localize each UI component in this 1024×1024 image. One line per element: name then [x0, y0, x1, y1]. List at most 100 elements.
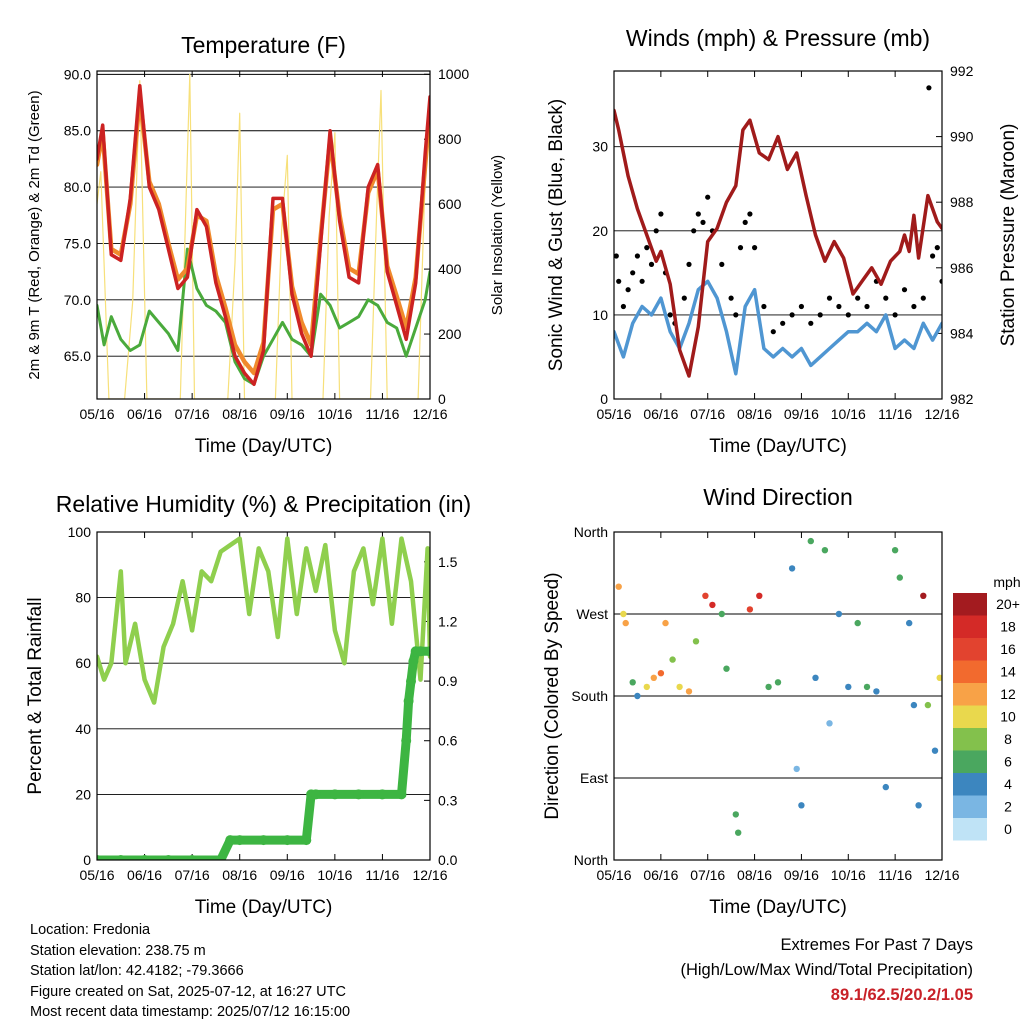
y2-tick-label: 200	[438, 326, 462, 342]
legend-title: mph	[993, 574, 1020, 590]
gust-point	[789, 312, 795, 318]
x-tick-label: 10/16	[831, 406, 866, 422]
wind-direction-point	[812, 674, 819, 681]
gust-point	[634, 253, 641, 259]
wind-direction-point	[798, 802, 805, 809]
wind-direction-point	[746, 606, 754, 613]
legend-swatch	[953, 750, 987, 773]
wind-direction-point	[692, 638, 700, 645]
plot-frame	[613, 70, 943, 400]
y-tick-label: West	[576, 606, 608, 622]
x-tick-label: 07/16	[175, 406, 210, 422]
y-tick-label: 0	[83, 852, 91, 868]
y2-tick-label: 982	[950, 391, 974, 407]
y2-tick-label: 992	[950, 63, 974, 79]
wind-direction-point	[718, 610, 725, 618]
gust-point	[761, 303, 767, 310]
x-axis-label: Time (Day/UTC)	[195, 897, 333, 918]
precipitation-point	[258, 835, 269, 846]
y2-tick-label: 984	[950, 325, 974, 341]
gust-point	[780, 320, 786, 326]
y-axis-label: Direction (Colored By Speed)	[542, 572, 563, 819]
y-tick-label: 60	[75, 655, 91, 671]
wind-direction-point	[657, 670, 665, 677]
wind-direction-point	[620, 610, 627, 618]
precipitation-point	[139, 855, 150, 860]
precipitation-point	[406, 676, 416, 687]
solar-insolation-line	[97, 73, 430, 399]
gust-point	[864, 303, 870, 310]
gust-point	[728, 295, 734, 301]
sonic-wind-line	[614, 279, 942, 376]
wind-direction-point	[735, 829, 742, 836]
gust-point	[817, 312, 823, 318]
wind-direction-point	[807, 537, 814, 545]
wind-direction-point	[788, 565, 796, 572]
wind-direction-point	[835, 610, 843, 618]
wind-direction-point	[863, 683, 871, 691]
station-pressure-line	[614, 108, 942, 378]
plot-area	[97, 73, 430, 399]
legend-swatch	[953, 705, 987, 728]
extremes-title: Extremes For Past 7 Days	[780, 936, 973, 954]
x-tick-label: 11/16	[365, 867, 399, 883]
gust-point	[667, 312, 673, 318]
wind-direction-point	[891, 547, 899, 554]
x-tick-label: 07/16	[690, 867, 725, 883]
x-tick-label: 12/16	[412, 406, 447, 422]
plot-area	[615, 537, 942, 836]
gust-point	[892, 312, 898, 318]
wind-direction-point	[854, 619, 861, 627]
y2-tick-label: 986	[950, 260, 974, 276]
legend-label: 18	[1000, 619, 1016, 635]
precipitation-point	[353, 789, 364, 800]
gust-point	[620, 303, 627, 310]
chart-panel-2: Winds (mph) & Pressure (mb) 05/16 06/16 07/…	[546, 25, 1019, 457]
wind-direction-point	[826, 720, 833, 727]
wind-direction-point	[920, 592, 927, 599]
precipitation-point	[310, 789, 321, 800]
y2-tick-label: 990	[950, 129, 974, 145]
chart-title: Relative Humidity (%) & Precipitation (i…	[56, 491, 471, 517]
y-tick-label: 30	[592, 139, 608, 155]
wind-direction-point	[896, 574, 903, 581]
y-axis-label: 2m & 9m T (Red, Orange) & 2m Td (Green)	[26, 90, 43, 379]
x-tick-label: 05/16	[79, 406, 114, 422]
y2-tick-label: 1000	[438, 66, 469, 82]
extremes-values: 89.1/62.5/20.2/1.05	[830, 986, 973, 1004]
y2-axis-label: Solar Insolation (Yellow)	[489, 155, 506, 315]
gust-point	[855, 295, 861, 301]
y-tick-label: 20	[75, 786, 91, 802]
gust-point	[648, 261, 655, 267]
wind-direction-point	[634, 692, 641, 700]
x-tick-label: 06/16	[127, 406, 162, 422]
y2-tick-label: 0	[438, 391, 446, 407]
gust-point	[705, 194, 711, 200]
legend-swatch	[953, 683, 987, 706]
precipitation-point	[377, 789, 388, 800]
y-tick-label: 100	[68, 524, 92, 540]
chart-title: Winds (mph) & Pressure (mb)	[626, 25, 930, 51]
wind-direction-point	[685, 688, 693, 695]
plot-area	[97, 536, 430, 860]
y2-tick-label: 600	[438, 196, 462, 212]
legend-label: 8	[1004, 731, 1012, 747]
gust-point	[939, 278, 942, 284]
legend-label: 6	[1004, 754, 1012, 770]
legend-label: 20+	[996, 596, 1020, 612]
gust-point	[700, 219, 706, 225]
gust-point	[742, 219, 748, 225]
precipitation-point	[282, 835, 293, 846]
gust-point	[658, 211, 664, 217]
y-tick-label: East	[580, 770, 608, 786]
wind-direction-point	[669, 656, 676, 663]
y2-tick-label: 0.0	[438, 852, 458, 868]
plot-area	[614, 85, 942, 378]
x-tick-label: 09/16	[784, 406, 819, 422]
y2-axis-label: Station Pressure (Maroon)	[998, 124, 1019, 347]
gust-point	[826, 295, 833, 301]
precipitation-point	[163, 855, 174, 860]
gust-point	[695, 211, 701, 217]
precipitation-point	[396, 789, 407, 800]
gust-point	[930, 253, 936, 259]
